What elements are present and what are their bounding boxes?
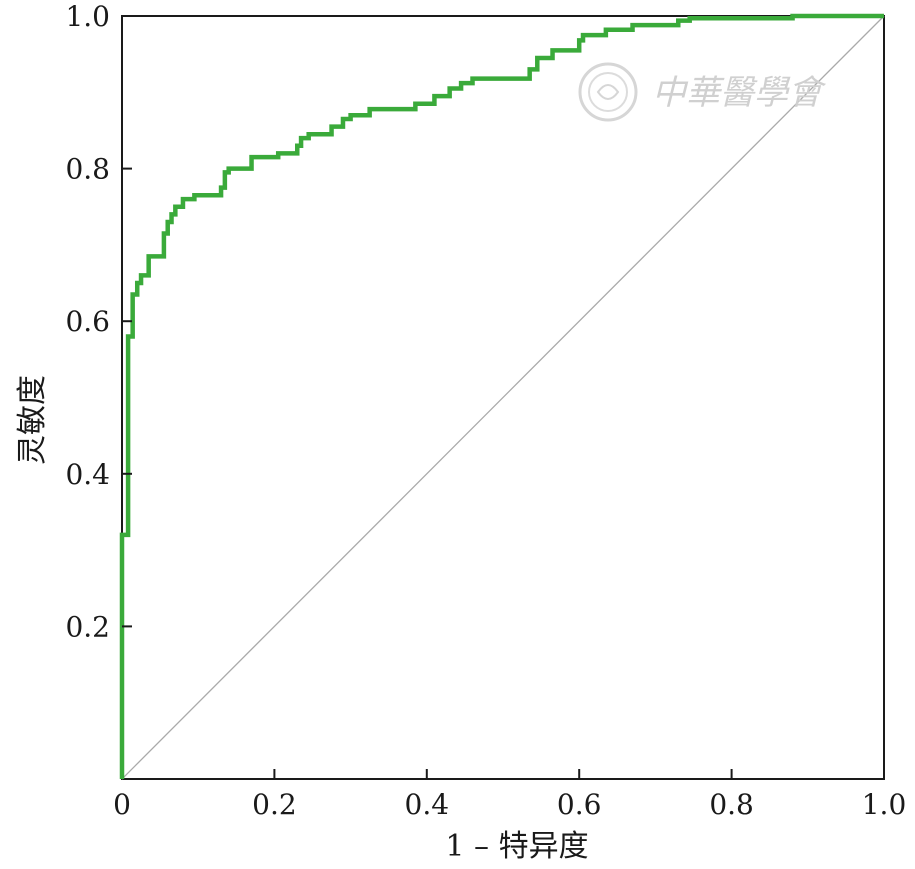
plot-frame bbox=[121, 15, 885, 780]
y-axis-title: 灵敏度 bbox=[15, 375, 50, 465]
seal-emblem-icon bbox=[578, 62, 638, 122]
x-tick-label: 0.4 bbox=[405, 788, 450, 821]
y-tick-label: 0.8 bbox=[65, 153, 110, 186]
plot-area bbox=[119, 13, 885, 780]
watermark: 中華醫學會 bbox=[578, 62, 827, 122]
ticks: 0 0.2 0.4 0.6 0.8 1.0 0.2 0.4 0.6 0.8 1.0 bbox=[65, 0, 906, 821]
watermark-text: 中華醫學會 bbox=[652, 73, 827, 113]
x-tick-label: 0.2 bbox=[252, 788, 297, 821]
y-tick-label: 0.2 bbox=[65, 610, 110, 643]
y-tick-label: 1.0 bbox=[65, 0, 110, 33]
x-tick-label: 1.0 bbox=[862, 788, 907, 821]
x-axis-title: 1 – 特异度 bbox=[445, 829, 588, 864]
y-tick-label: 0.4 bbox=[65, 458, 110, 491]
x-tick-label: 0 bbox=[113, 788, 131, 821]
roc-curve-line bbox=[119, 13, 884, 779]
y-tick-label: 0.6 bbox=[65, 305, 110, 338]
x-tick-label: 0.8 bbox=[709, 788, 754, 821]
x-tick-label: 0.6 bbox=[557, 788, 602, 821]
reference-diagonal-line bbox=[121, 15, 885, 780]
